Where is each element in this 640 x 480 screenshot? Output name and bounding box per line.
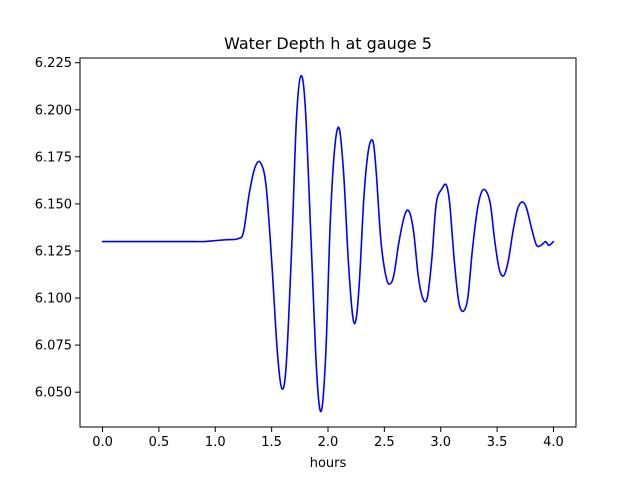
x-tick-label: 3.5 xyxy=(487,435,508,450)
y-tick-label: 6.175 xyxy=(35,150,72,165)
y-tick-label: 6.200 xyxy=(35,103,72,118)
x-tick-label: 2.0 xyxy=(318,435,339,450)
y-tick-label: 6.125 xyxy=(35,244,72,259)
x-tick-label: 3.0 xyxy=(430,435,451,450)
y-tick-label: 6.100 xyxy=(35,292,72,307)
x-tick-label: 1.5 xyxy=(261,435,282,450)
chart-title: Water Depth h at gauge 5 xyxy=(224,34,432,53)
x-tick-label: 0.5 xyxy=(149,435,170,450)
axes-frame xyxy=(79,57,577,428)
x-tick-label: 1.0 xyxy=(205,435,226,450)
x-tick-label: 2.5 xyxy=(374,435,395,450)
y-tick-label: 6.050 xyxy=(35,386,72,401)
y-tick-label: 6.225 xyxy=(35,56,72,71)
x-axis-ticks: 0.0 0.5 1.0 1.5 2.0 2.5 3.0 3.5 4.0 xyxy=(92,427,564,450)
series-line xyxy=(101,74,555,413)
x-tick-label: 4.0 xyxy=(543,435,564,450)
y-tick-label: 6.075 xyxy=(35,339,72,354)
x-tick-label: 0.0 xyxy=(92,435,113,450)
y-axis-ticks: 6.050 6.075 6.100 6.125 6.150 6.175 6.200 6.225 xyxy=(35,56,80,401)
y-tick-label: 6.150 xyxy=(35,197,72,212)
plot-area xyxy=(101,74,555,413)
x-axis-label: hours xyxy=(310,456,347,471)
